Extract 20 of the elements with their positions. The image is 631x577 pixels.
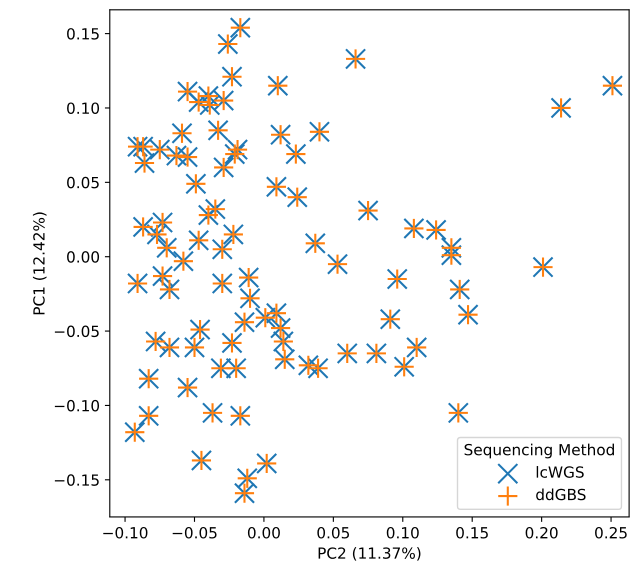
x-tick-label: −0.10	[103, 526, 148, 539]
y-axis-title: PC1 (12.42%)	[32, 212, 47, 314]
legend-label: ddGBS	[536, 488, 586, 500]
y-tick-label: 0.15	[67, 28, 99, 40]
x-tick-label: 0.05	[317, 526, 350, 539]
y-tick-label: 0.00	[67, 251, 100, 263]
y-tick-label: 0.05	[67, 176, 99, 188]
y-tick-label: −0.10	[54, 400, 100, 412]
y-tick-label: 0.10	[67, 102, 100, 114]
legend-title: Sequencing Method	[464, 444, 614, 458]
x-tick-label: 0.15	[456, 526, 488, 539]
y-tick-label: −0.05	[54, 326, 99, 338]
x-tick-label: 0.20	[526, 526, 558, 539]
x-tick-label: 0.00	[248, 526, 280, 539]
x-axis-title: PC2 (11.37%)	[318, 547, 420, 561]
x-tick-label: −0.05	[172, 526, 217, 539]
x-tick-label: 0.10	[386, 526, 419, 539]
y-tick-label: −0.15	[54, 474, 99, 486]
legend-label: lcWGS	[536, 466, 584, 478]
x-tick-label: 0.25	[595, 526, 627, 539]
